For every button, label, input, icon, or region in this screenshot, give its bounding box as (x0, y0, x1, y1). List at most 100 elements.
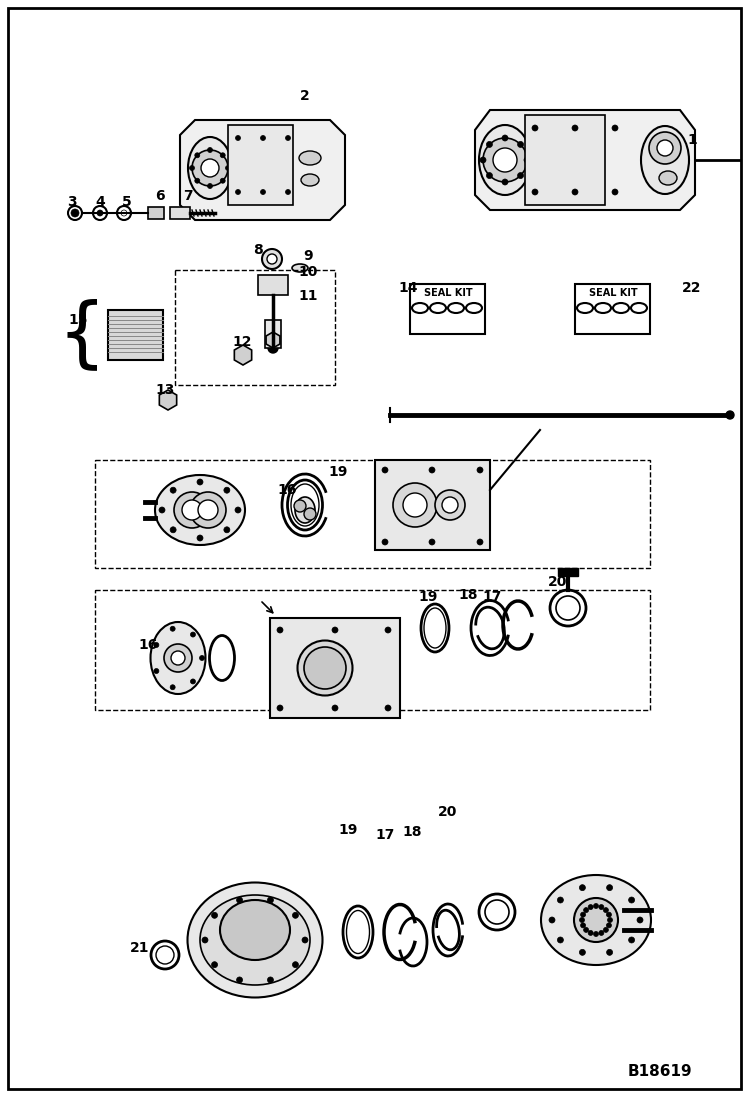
Circle shape (518, 142, 524, 147)
Text: SEAL KIT: SEAL KIT (589, 289, 637, 298)
Circle shape (71, 210, 79, 217)
Text: 19: 19 (339, 823, 358, 837)
Circle shape (385, 627, 391, 633)
Circle shape (285, 136, 291, 140)
Circle shape (171, 651, 185, 665)
Circle shape (580, 884, 586, 891)
Circle shape (332, 705, 338, 711)
Bar (148, 207, 164, 219)
Circle shape (403, 493, 427, 517)
Text: 8: 8 (253, 244, 263, 257)
Bar (265, 320, 281, 348)
Text: 20: 20 (548, 575, 568, 589)
Text: 12: 12 (232, 335, 252, 349)
Circle shape (574, 898, 618, 942)
Bar (258, 275, 288, 295)
Circle shape (599, 905, 604, 909)
Circle shape (580, 912, 586, 917)
Circle shape (211, 913, 217, 918)
Text: B18619: B18619 (628, 1064, 692, 1079)
Circle shape (237, 977, 243, 983)
Circle shape (649, 132, 681, 163)
Circle shape (628, 897, 634, 903)
Text: SEAL KIT: SEAL KIT (424, 289, 473, 298)
Circle shape (292, 962, 298, 968)
Circle shape (382, 467, 388, 473)
Polygon shape (234, 344, 252, 365)
Circle shape (190, 679, 195, 683)
Text: 7: 7 (184, 189, 192, 203)
Circle shape (207, 147, 213, 152)
Text: 2: 2 (300, 89, 310, 103)
Text: 14: 14 (398, 281, 418, 295)
Circle shape (302, 937, 308, 943)
Bar (410, 284, 485, 333)
Circle shape (557, 897, 563, 903)
Circle shape (477, 539, 483, 545)
Circle shape (201, 159, 219, 177)
Circle shape (197, 479, 203, 485)
Bar (95, 590, 650, 710)
Ellipse shape (641, 126, 689, 194)
Bar (175, 270, 335, 385)
Ellipse shape (479, 125, 531, 195)
Circle shape (285, 190, 291, 194)
Bar (270, 618, 400, 719)
Circle shape (267, 255, 277, 264)
Text: 16: 16 (277, 483, 297, 497)
Ellipse shape (220, 900, 290, 960)
Circle shape (170, 487, 176, 494)
Circle shape (572, 189, 578, 195)
Text: 1: 1 (687, 133, 697, 147)
Circle shape (237, 897, 243, 903)
Circle shape (170, 527, 176, 533)
Circle shape (493, 148, 517, 172)
Text: 6: 6 (155, 189, 165, 203)
Circle shape (524, 157, 530, 163)
Ellipse shape (301, 174, 319, 186)
Circle shape (211, 962, 217, 968)
Text: 19: 19 (418, 590, 437, 604)
Circle shape (189, 166, 195, 170)
Circle shape (304, 508, 316, 520)
Circle shape (382, 539, 388, 545)
Circle shape (332, 627, 338, 633)
Circle shape (486, 172, 492, 179)
Ellipse shape (295, 497, 315, 523)
Circle shape (199, 656, 204, 660)
Ellipse shape (187, 882, 323, 997)
Circle shape (207, 183, 213, 189)
Circle shape (235, 136, 240, 140)
Circle shape (588, 930, 593, 936)
Circle shape (277, 705, 283, 711)
Bar (558, 568, 578, 576)
Circle shape (612, 189, 618, 195)
Circle shape (261, 190, 265, 194)
Text: 9: 9 (303, 249, 313, 263)
Circle shape (607, 923, 611, 928)
Circle shape (154, 668, 159, 674)
Ellipse shape (292, 264, 308, 272)
Circle shape (224, 487, 230, 494)
Ellipse shape (155, 475, 245, 545)
Circle shape (429, 539, 435, 545)
Ellipse shape (299, 151, 321, 165)
Circle shape (442, 497, 458, 513)
Circle shape (235, 507, 241, 513)
Bar (228, 125, 293, 205)
Circle shape (532, 189, 538, 195)
Circle shape (170, 626, 175, 631)
Circle shape (583, 927, 589, 932)
Circle shape (225, 166, 231, 170)
Circle shape (612, 125, 618, 131)
Circle shape (607, 917, 613, 923)
Circle shape (429, 467, 435, 473)
Circle shape (164, 644, 192, 672)
Circle shape (277, 627, 283, 633)
Text: 15: 15 (68, 313, 88, 327)
Circle shape (192, 150, 228, 186)
Circle shape (483, 138, 527, 182)
Circle shape (261, 136, 265, 140)
Ellipse shape (188, 137, 232, 199)
Bar (95, 460, 650, 568)
